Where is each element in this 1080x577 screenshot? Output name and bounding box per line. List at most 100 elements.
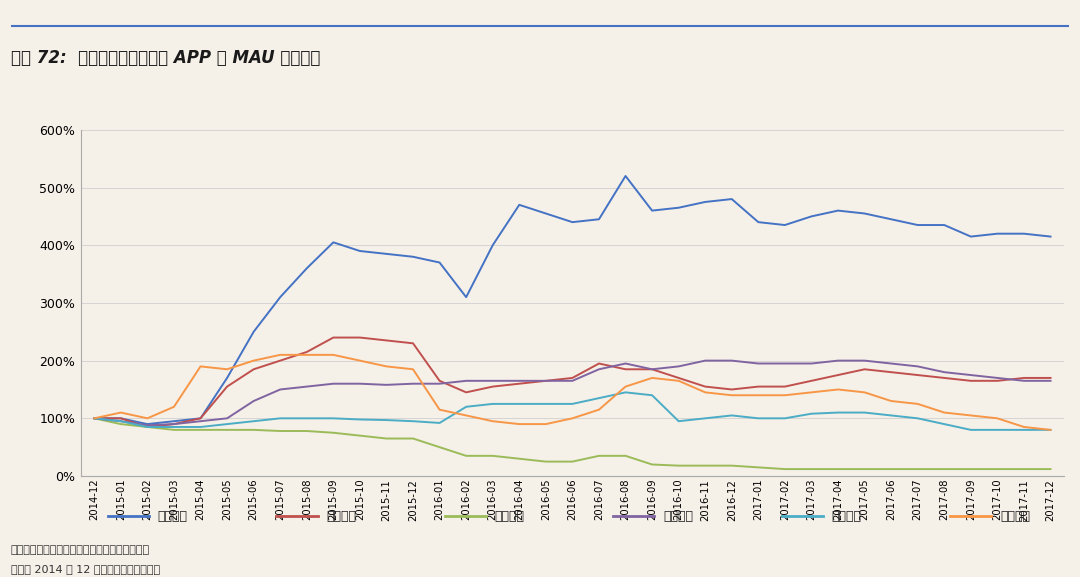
小米小说 <box>513 455 526 462</box>
小米游戏 <box>406 418 419 425</box>
小米音乐 <box>486 377 499 384</box>
小米生活 <box>353 357 366 364</box>
小米生活 <box>646 374 659 381</box>
小米游戏 <box>805 410 818 417</box>
小米音乐 <box>539 377 552 384</box>
小米音乐 <box>991 374 1004 381</box>
Text: 小米小说: 小米小说 <box>495 510 525 523</box>
小米小说 <box>300 428 313 434</box>
小米音乐 <box>937 369 950 376</box>
小米音乐 <box>752 360 765 367</box>
小米天气 <box>194 415 207 422</box>
小米生活 <box>912 400 924 407</box>
小米视频 <box>406 253 419 260</box>
小米视频 <box>114 415 127 422</box>
小米游戏 <box>752 415 765 422</box>
Text: 注：按 2014 年 12 月为基准做指数化处理: 注：按 2014 年 12 月为基准做指数化处理 <box>11 564 160 574</box>
小米生活 <box>859 389 872 396</box>
小米小说 <box>486 452 499 459</box>
小米视频 <box>167 418 180 425</box>
小米天气 <box>699 383 712 390</box>
小米游戏 <box>247 418 260 425</box>
小米天气 <box>513 380 526 387</box>
小米生活 <box>1017 424 1030 430</box>
小米生活 <box>486 418 499 425</box>
小米游戏 <box>486 400 499 407</box>
小米音乐 <box>114 418 127 425</box>
小米生活 <box>327 351 340 358</box>
小米视频 <box>885 216 897 223</box>
小米游戏 <box>646 392 659 399</box>
小米天气 <box>566 374 579 381</box>
小米音乐 <box>566 377 579 384</box>
小米天气 <box>912 372 924 379</box>
小米小说 <box>805 466 818 473</box>
小米生活 <box>300 351 313 358</box>
小米天气 <box>273 357 286 364</box>
小米游戏 <box>1017 426 1030 433</box>
小米小说 <box>832 466 845 473</box>
小米生活 <box>433 406 446 413</box>
小米小说 <box>752 464 765 471</box>
小米视频 <box>433 259 446 266</box>
小米视频 <box>699 198 712 205</box>
小米游戏 <box>672 418 685 425</box>
小米小说 <box>194 426 207 433</box>
小米生活 <box>273 351 286 358</box>
Line: 小米音乐: 小米音乐 <box>94 361 1051 425</box>
小米音乐 <box>406 380 419 387</box>
小米天气 <box>964 377 977 384</box>
Line: 小米视频: 小米视频 <box>94 176 1051 424</box>
小米天气 <box>167 421 180 428</box>
小米音乐 <box>699 357 712 364</box>
小米小说 <box>566 458 579 465</box>
小米天气 <box>380 337 393 344</box>
小米生活 <box>726 392 739 399</box>
小米小说 <box>672 462 685 469</box>
小米生活 <box>779 392 792 399</box>
Text: 小米音乐: 小米音乐 <box>663 510 693 523</box>
小米游戏 <box>327 415 340 422</box>
小米视频 <box>380 250 393 257</box>
小米视频 <box>566 219 579 226</box>
Text: 小米天气: 小米天气 <box>326 510 356 523</box>
小米小说 <box>353 432 366 439</box>
Text: 小米生活: 小米生活 <box>1000 510 1030 523</box>
小米小说 <box>460 452 473 459</box>
小米视频 <box>273 294 286 301</box>
小米视频 <box>859 210 872 217</box>
小米视频 <box>486 242 499 249</box>
小米天气 <box>460 389 473 396</box>
小米音乐 <box>1017 377 1030 384</box>
Text: 小米视频: 小米视频 <box>158 510 188 523</box>
小米小说 <box>964 466 977 473</box>
小米视频 <box>937 222 950 228</box>
小米视频 <box>460 294 473 301</box>
小米天气 <box>1017 374 1030 381</box>
小米视频 <box>87 415 100 422</box>
小米音乐 <box>859 357 872 364</box>
小米游戏 <box>433 419 446 426</box>
小米音乐 <box>1044 377 1057 384</box>
小米小说 <box>779 466 792 473</box>
小米小说 <box>991 466 1004 473</box>
小米天气 <box>486 383 499 390</box>
小米音乐 <box>912 363 924 370</box>
小米游戏 <box>353 416 366 423</box>
小米生活 <box>752 392 765 399</box>
小米音乐 <box>885 360 897 367</box>
小米生活 <box>937 409 950 416</box>
小米小说 <box>167 426 180 433</box>
小米生活 <box>593 406 606 413</box>
小米生活 <box>220 366 233 373</box>
小米视频 <box>1017 230 1030 237</box>
小米视频 <box>220 374 233 381</box>
Text: 来源：国金证券研究创新中心，国金证券研究所: 来源：国金证券研究创新中心，国金证券研究所 <box>11 545 150 555</box>
小米小说 <box>646 461 659 468</box>
小米音乐 <box>779 360 792 367</box>
小米生活 <box>832 386 845 393</box>
Text: 图表 72:  过去两年小米内容类 APP 的 MAU 变化趋势: 图表 72: 过去两年小米内容类 APP 的 MAU 变化趋势 <box>11 49 320 67</box>
小米音乐 <box>220 415 233 422</box>
小米游戏 <box>380 417 393 424</box>
小米天气 <box>140 424 153 430</box>
